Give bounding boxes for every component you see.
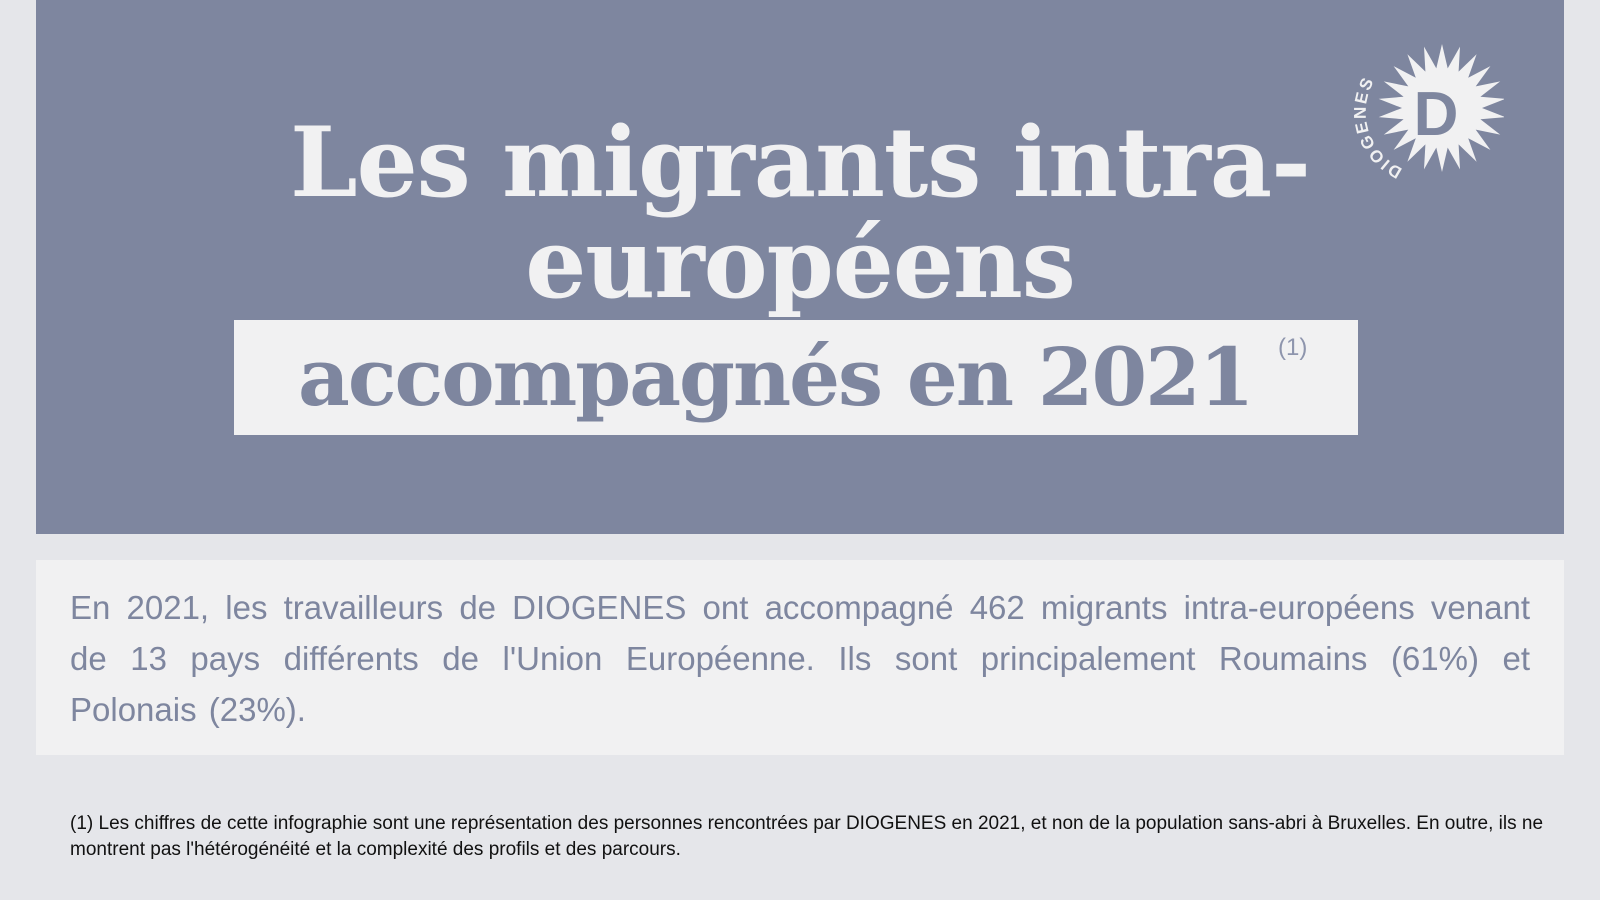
footnote: (1) Les chiffres de cette infographie so… (70, 813, 1544, 860)
title-line-1: Les migrants intra- (290, 106, 1311, 219)
title-line-2: européens (525, 207, 1076, 320)
title-highlight-text: accompagnés en 2021 (298, 330, 1254, 424)
footnote-reference: (1) (1278, 334, 1308, 361)
logo-sunburst (1378, 44, 1506, 172)
hero-banner: Les migrants intra- européens accompagné… (36, 0, 1564, 534)
diogenes-logo: D DIOGENES (1351, 40, 1506, 182)
intro-panel: En 2021, les travailleurs de DIOGENES on… (36, 560, 1564, 755)
intro-paragraph: En 2021, les travailleurs de DIOGENES on… (70, 589, 1530, 728)
title-highlight-box: accompagnés en 2021 (1) (234, 320, 1358, 435)
diogenes-sunburst-logo-icon: D DIOGENES (1351, 44, 1506, 182)
logo-letter: D (1414, 80, 1459, 149)
